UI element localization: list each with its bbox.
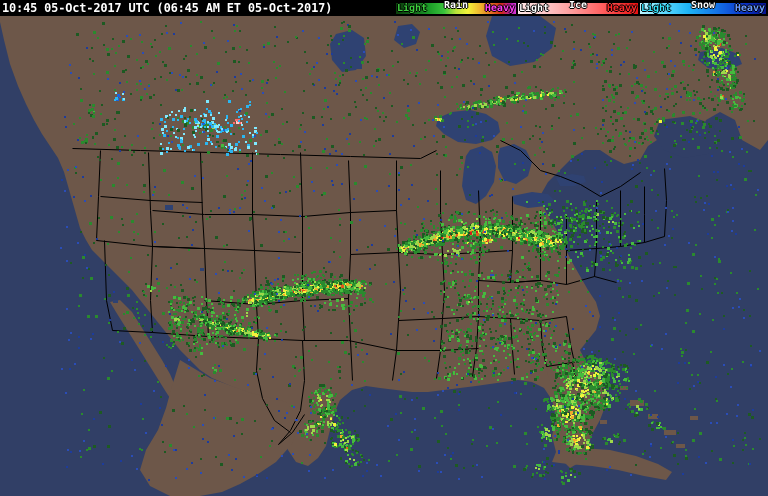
legend-heavy-label-snow: Heavy <box>734 2 765 14</box>
legend-group-ice[interactable]: Light Heavy Ice <box>518 0 638 15</box>
legend-heavy-label-ice: Heavy <box>606 2 637 14</box>
legend-light-label-rain: Light <box>397 2 428 14</box>
timestamp-label: 10:45 05-Oct-2017 UTC (06:45 AM ET 05-Oc… <box>2 1 333 15</box>
legend-heavy-label-rain: Heavy <box>484 2 515 14</box>
legend-type-rain: Rain <box>443 0 469 11</box>
legend-bar-rain: Light Heavy <box>396 2 516 14</box>
intensity-legend: Light Heavy Rain Light Heavy Ice Light H… <box>396 0 768 16</box>
legend-group-snow[interactable]: Light Heavy Snow <box>640 0 766 15</box>
legend-light-label-ice: Light <box>519 2 550 14</box>
legend-gradient-rain <box>396 2 516 14</box>
legend-gradient-snow <box>640 2 766 14</box>
legend-type-snow: Snow <box>690 0 716 11</box>
legend-group-rain[interactable]: Light Heavy Rain <box>396 0 516 15</box>
legend-type-ice: Ice <box>568 0 588 11</box>
legend-gradient-ice <box>518 2 638 14</box>
legend-bar-snow: Light Heavy <box>640 2 766 14</box>
legend-light-label-snow: Light <box>641 2 672 14</box>
legend-bar-ice: Light Heavy <box>518 2 638 14</box>
